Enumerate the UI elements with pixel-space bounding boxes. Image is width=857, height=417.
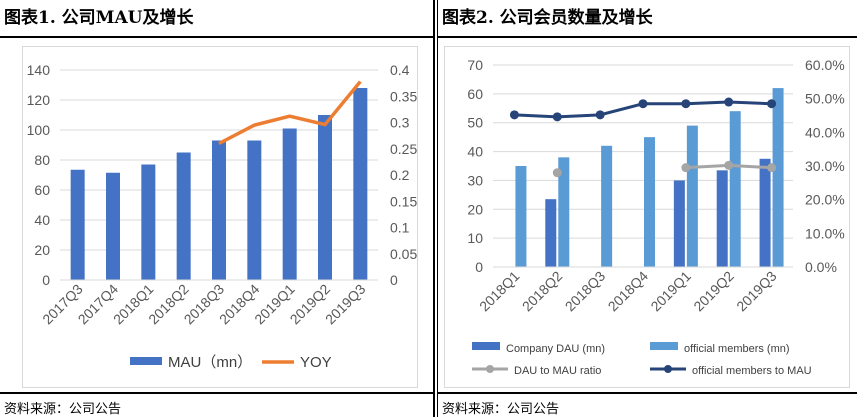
title-rule <box>438 36 857 38</box>
x-tick-label: 2019Q3 <box>733 268 780 315</box>
chart-title: 图表2. 公司会员数量及增长 <box>442 8 653 28</box>
y-tick-label-left: 0 <box>475 259 483 275</box>
series-line <box>218 80 362 146</box>
bar <box>318 115 332 280</box>
source-rule <box>0 392 433 394</box>
y-tick-label-right: 0.0% <box>805 259 837 275</box>
source-note: 资料来源：公司公告 <box>442 402 560 417</box>
bar <box>772 88 784 267</box>
bar <box>729 111 741 268</box>
bar <box>716 170 728 267</box>
bar <box>247 140 262 280</box>
bar <box>176 152 191 280</box>
y-tick-label-right: 0.4 <box>390 62 410 78</box>
data-point <box>724 97 734 107</box>
y-tick-label-left: 80 <box>34 152 50 168</box>
y-tick-label-left: 40 <box>34 212 50 228</box>
bar <box>644 137 655 267</box>
bar <box>515 166 527 267</box>
y-tick-label-right: 50.0% <box>805 91 845 107</box>
y-tick-label-left: 20 <box>467 201 483 217</box>
data-point <box>552 112 562 122</box>
y-tick-label-left: 40 <box>467 144 483 160</box>
y-tick-label-left: 10 <box>467 230 483 246</box>
legend-label: MAU（mn） <box>168 354 252 371</box>
y-tick-label-right: 0.25 <box>390 141 417 157</box>
y-tick-label-left: 30 <box>467 172 483 188</box>
x-tick-label: 2018Q1 <box>476 268 523 315</box>
legend-swatch-marker <box>664 365 672 373</box>
y-tick-label-left: 140 <box>27 62 51 78</box>
legend-label: DAU to MAU ratio <box>514 365 601 377</box>
y-tick-label-right: 40.0% <box>805 124 845 140</box>
y-tick-label-right: 0.3 <box>390 115 410 131</box>
source-note: 资料来源：公司公告 <box>4 402 122 417</box>
bar <box>686 125 698 267</box>
data-point <box>509 110 519 120</box>
x-tick-label: 2019Q3 <box>322 281 369 328</box>
legend-label: YOY <box>300 354 332 371</box>
y-tick-label-right: 0.35 <box>390 88 417 104</box>
data-point <box>724 160 734 170</box>
data-point <box>681 163 691 173</box>
title-rule <box>0 36 433 38</box>
chart-title: 图表1. 公司MAU及增长 <box>4 8 194 28</box>
y-tick-label-right: 0.05 <box>390 246 417 262</box>
y-tick-label-left: 60 <box>34 182 50 198</box>
data-point <box>767 163 777 173</box>
bar <box>70 169 85 280</box>
bar <box>106 172 120 280</box>
bar <box>601 145 613 267</box>
y-tick-label-left: 0 <box>42 272 50 288</box>
members-panel: 图表2. 公司会员数量及增长 0 10 20 30 40 50 60 70 0.0% 10.0% 2… <box>438 0 857 417</box>
x-tick-label: 2019Q1 <box>647 268 694 315</box>
y-tick-label-right: 0.1 <box>390 220 410 236</box>
data-point <box>638 99 648 109</box>
y-tick-label-left: 20 <box>34 242 50 258</box>
mau-chart: 0 20 40 60 80 100 120 140 0 0.05 0.1 0.15 0.2 0.25 0.3… <box>27 62 418 371</box>
y-tick-label-left: 60 <box>467 86 483 102</box>
bar <box>558 157 570 267</box>
data-point <box>552 168 562 178</box>
bar <box>141 164 156 280</box>
legend-label: official members (mn) <box>684 343 790 355</box>
data-point <box>767 99 777 109</box>
y-tick-label-left: 100 <box>27 122 51 138</box>
bar <box>673 180 685 267</box>
y-tick-label-right: 30.0% <box>805 158 845 174</box>
panel-divider <box>433 0 438 417</box>
y-tick-label-right: 0.15 <box>390 193 417 209</box>
y-tick-label-left: 120 <box>27 92 51 108</box>
data-point <box>595 110 605 120</box>
y-tick-label-right: 60.0% <box>805 57 845 73</box>
legend-label: official members to MAU <box>692 365 812 377</box>
mau-panel: 图表1. 公司MAU及增长 0 20 40 60 80 100 120 140 0 0.05 0.1… <box>0 8 433 417</box>
source-rule <box>438 392 857 394</box>
members-chart: 0 10 20 30 40 50 60 70 0.0% 10.0% 20.0% 30.0% 40.0% 5… <box>467 57 845 377</box>
bar <box>282 128 297 280</box>
x-tick-label: 2019Q2 <box>690 268 737 315</box>
bar <box>759 158 771 267</box>
bar <box>545 199 557 267</box>
y-tick-label-right: 0.2 <box>390 167 410 183</box>
legend-swatch-marker <box>486 365 494 373</box>
y-tick-label-right: 0 <box>390 272 398 288</box>
x-tick-label: 2018Q4 <box>605 268 652 315</box>
y-tick-label-left: 50 <box>467 115 483 131</box>
y-tick-label-right: 10.0% <box>805 225 845 241</box>
legend-swatch <box>472 342 500 350</box>
legend-label: Company DAU (mn) <box>506 343 605 355</box>
legend-swatch <box>650 342 678 350</box>
x-tick-label: 2018Q2 <box>519 268 566 315</box>
bar <box>212 140 226 280</box>
y-tick-label-left: 70 <box>467 57 483 73</box>
y-tick-label-right: 20.0% <box>805 192 845 208</box>
data-point <box>681 99 691 109</box>
legend-swatch <box>130 357 162 365</box>
bar <box>353 88 368 280</box>
x-tick-label: 2018Q3 <box>562 268 609 315</box>
